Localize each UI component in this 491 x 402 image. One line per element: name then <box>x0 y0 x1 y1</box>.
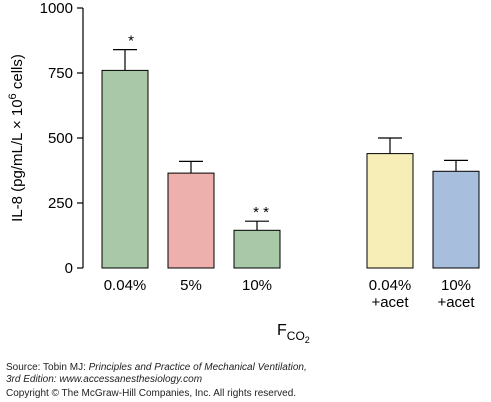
x-axis-title: FCO2 <box>277 322 310 345</box>
chart-axes: 0 250 500 750 1000 IL-8 (pg/mL/L × 106 cells) <box>7 0 84 277</box>
y-tick-label: 750 <box>48 65 73 82</box>
bar <box>432 170 480 269</box>
source-edition: 3rd Edition: www.accessanesthesiology.co… <box>6 374 203 385</box>
bar <box>167 172 215 269</box>
copyright-notice: Copyright © The McGraw-Hill Companies, I… <box>6 388 297 399</box>
bar <box>366 153 414 269</box>
source-credit: Source: Tobin MJ: Principles and Practic… <box>6 362 307 373</box>
x-tick-label: 5% <box>180 277 202 294</box>
y-axis-title: IL-8 (pg/mL/L × 106 cells) <box>7 54 26 222</box>
bar <box>233 229 281 269</box>
x-tick-label-line2: +acet <box>371 294 409 311</box>
x-tick-label: 10% <box>242 277 272 294</box>
x-tick-label: 10% <box>441 277 471 294</box>
chart-bars <box>101 48 480 269</box>
x-tick-label: 0.04% <box>104 277 147 294</box>
y-tick-label: 500 <box>48 130 73 147</box>
x-tick-label-line2: +acet <box>437 294 475 311</box>
x-tick-label: 0.04% <box>369 277 412 294</box>
significance-marker: * <box>128 33 134 50</box>
significance-marker: * * <box>253 204 269 221</box>
y-tick-label: 0 <box>65 260 73 277</box>
y-tick-label: 250 <box>48 195 73 212</box>
y-tick-label: 1000 <box>40 0 73 17</box>
bar <box>101 69 149 269</box>
